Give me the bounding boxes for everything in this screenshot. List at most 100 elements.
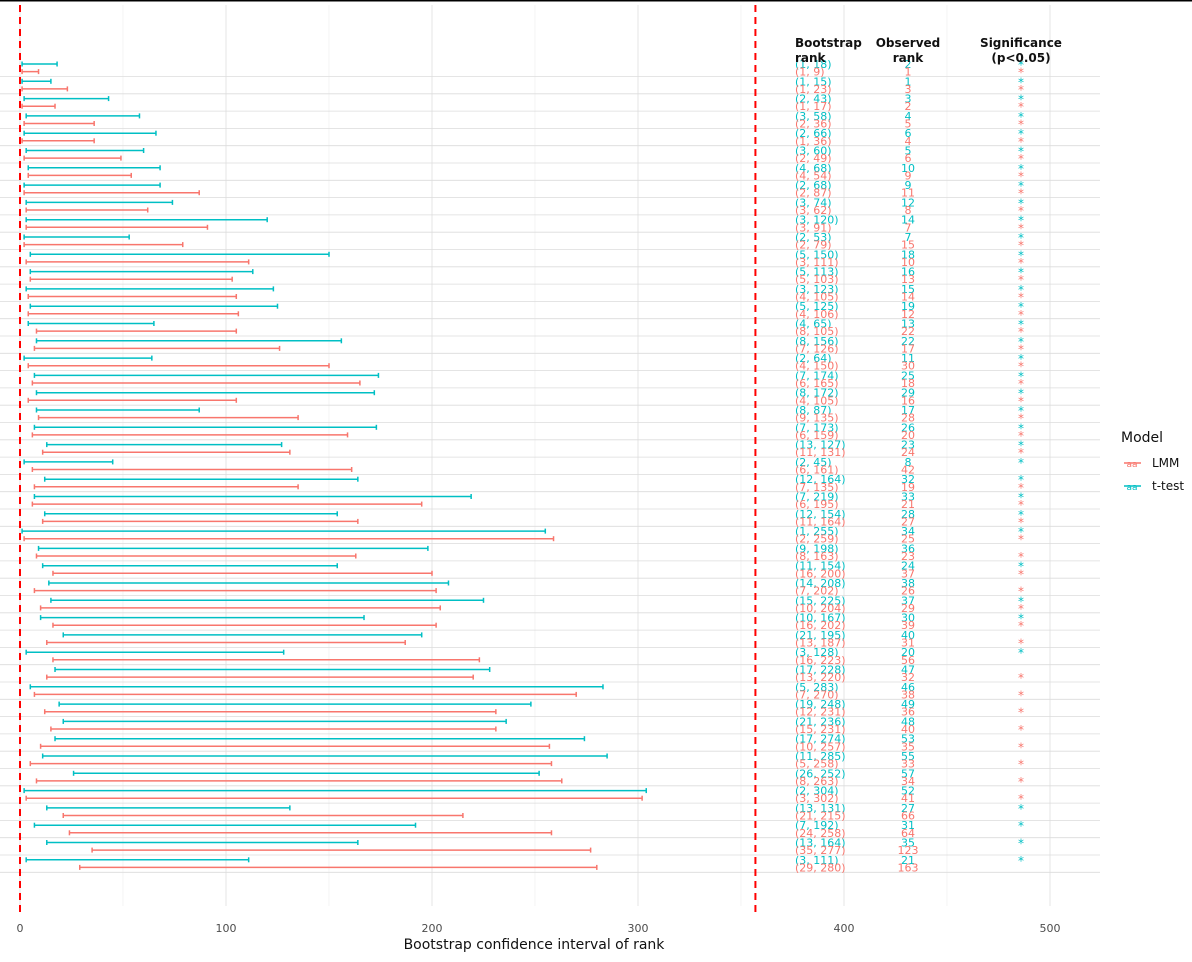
ttest-bootstrap-rank: (2, 68): [795, 179, 832, 192]
lmm-significance: *: [1018, 775, 1024, 789]
ttest-interval-16: [27, 321, 155, 326]
lmm-bootstrap-rank: (3, 62): [795, 204, 832, 217]
lmm-observed-rank: 12: [901, 308, 915, 321]
ttest-interval-1: [21, 61, 58, 67]
ttest-interval-3: [23, 96, 110, 102]
lmm-significance: *: [1018, 567, 1024, 581]
lmm-significance: *: [1018, 273, 1024, 287]
lmm-interval-39: [50, 726, 497, 732]
ttest-significance: *: [1018, 819, 1024, 833]
lmm-observed-rank: 31: [901, 637, 915, 650]
lmm-interval-8: [23, 190, 200, 196]
legend-key-ttest: aa t-test: [1124, 479, 1184, 493]
ttest-observed-rank: 23: [901, 439, 915, 452]
lmm-interval-37: [33, 691, 577, 697]
lmm-significance: *: [1018, 723, 1024, 737]
lmm-significance: *: [1018, 792, 1024, 806]
lmm-bootstrap-rank: (10, 204): [795, 602, 846, 615]
lmm-bootstrap-rank: (7, 202): [795, 585, 839, 598]
ttest-bootstrap-rank: (2, 43): [795, 93, 832, 106]
ttest-interval-29: [37, 545, 429, 551]
ttest-interval-39: [62, 718, 507, 724]
ttest-interval-14: [25, 286, 275, 292]
ttest-bootstrap-rank: (13, 131): [795, 802, 846, 815]
lmm-bootstrap-rank: (13, 220): [795, 671, 846, 684]
header-significance-line2: (p<0.05): [991, 51, 1050, 65]
lmm-significance: *: [1018, 602, 1024, 616]
ttest-bootstrap-rank: (3, 74): [795, 196, 832, 209]
lmm-bootstrap-rank: (1, 17): [795, 100, 832, 113]
lmm-interval-3: [21, 103, 56, 109]
lmm-significance: *: [1018, 66, 1024, 80]
lmm-interval-7: [27, 172, 132, 178]
lmm-significance: *: [1018, 706, 1024, 720]
ttest-significance: *: [1018, 525, 1024, 539]
lmm-interval-32: [39, 605, 441, 611]
lmm-observed-rank: 39: [901, 619, 915, 632]
lmm-interval-20: [27, 397, 238, 403]
lmm-interval-4: [23, 121, 95, 126]
ttest-interval-7: [27, 165, 161, 171]
ttest-observed-rank: 53: [901, 733, 915, 746]
x-tick-label: 100: [216, 922, 237, 935]
lmm-significance: *: [1018, 498, 1024, 512]
lmm-bootstrap-rank: (11, 131): [795, 446, 846, 459]
ttest-bootstrap-rank: (5, 150): [795, 248, 839, 261]
ttest-observed-rank: 30: [901, 612, 915, 625]
lmm-observed-rank: 6: [905, 152, 912, 165]
lmm-bootstrap-rank: (1, 23): [795, 83, 832, 96]
lmm-bootstrap-rank: (2, 36): [795, 118, 832, 131]
lmm-bootstrap-rank: (24, 258): [795, 827, 846, 840]
ttest-observed-rank: 2: [905, 58, 912, 71]
ttest-bootstrap-rank: (26, 252): [795, 767, 846, 780]
column-headers: Bootstrap rank Observed rank Significanc…: [795, 36, 1062, 65]
ttest-observed-rank: 29: [901, 387, 915, 400]
ttest-interval-43: [23, 788, 647, 794]
ttest-interval-8: [23, 182, 161, 188]
lmm-observed-rank: 35: [901, 740, 915, 753]
lmm-bootstrap-rank: (6, 195): [795, 498, 839, 511]
lmm-bootstrap-rank: (10, 257): [795, 740, 846, 753]
ttest-bootstrap-rank: (17, 274): [795, 733, 846, 746]
lmm-significance: *: [1018, 740, 1024, 754]
lmm-observed-rank: 13: [901, 273, 915, 286]
ttest-bootstrap-rank: (12, 154): [795, 508, 846, 521]
header-significance-line1: Significance: [980, 36, 1062, 50]
ttest-significance: *: [1018, 283, 1024, 297]
lmm-interval-44: [62, 813, 464, 818]
ttest-bootstrap-rank: (5, 113): [795, 266, 839, 279]
header-bootstrap-line1: Bootstrap: [795, 36, 862, 50]
ttest-observed-rank: 3: [905, 93, 912, 106]
ttest-significance: *: [1018, 612, 1024, 626]
lmm-significance: *: [1018, 360, 1024, 374]
ttest-observed-rank: 4: [905, 110, 912, 123]
lmm-bootstrap-rank: (35, 277): [795, 844, 846, 857]
lmm-observed-rank: 30: [901, 360, 915, 373]
lmm-interval-38: [43, 709, 497, 715]
ttest-observed-rank: 28: [901, 508, 915, 521]
ttest-interval-22: [33, 424, 378, 430]
ttest-significance: *: [1018, 145, 1024, 159]
lmm-observed-rank: 11: [901, 187, 915, 200]
ttest-interval-37: [29, 684, 604, 690]
lmm-bootstrap-rank: (16, 223): [795, 654, 846, 667]
lmm-observed-rank: 29: [901, 602, 915, 615]
lmm-interval-10: [25, 224, 209, 230]
lmm-significance: *: [1018, 152, 1024, 166]
lmm-bootstrap-rank: (3, 91): [795, 221, 832, 234]
lmm-interval-19: [31, 380, 361, 386]
lmm-observed-rank: 123: [898, 844, 919, 857]
ttest-significance: *: [1018, 248, 1024, 262]
ttest-observed-rank: 1: [905, 75, 912, 88]
lmm-observed-rank: 163: [898, 861, 919, 874]
lmm-significance: *: [1018, 169, 1024, 183]
header-observed-line1: Observed: [876, 36, 941, 50]
lmm-bootstrap-rank: (1, 9): [795, 66, 825, 79]
lmm-bootstrap-rank: (6, 161): [795, 464, 839, 477]
ttest-significance: *: [1018, 196, 1024, 210]
lmm-observed-rank: 32: [901, 671, 915, 684]
lmm-significance: *: [1018, 515, 1024, 529]
ttest-significance: *: [1018, 93, 1024, 107]
ttest-interval-5: [23, 130, 157, 136]
ttest-bootstrap-rank: (3, 58): [795, 110, 832, 123]
